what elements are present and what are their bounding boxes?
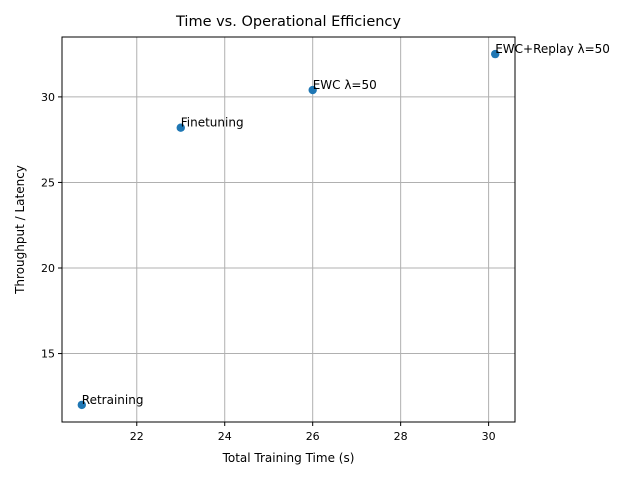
gridlines — [62, 37, 515, 422]
plot-frame — [61, 36, 516, 423]
y-tick-label: 30 — [41, 91, 55, 104]
x-axis-label: Total Training Time (s) — [222, 451, 355, 465]
x-tick-label: 28 — [394, 430, 408, 443]
y-tick-label: 25 — [41, 176, 55, 189]
y-axis-label: Throughput / Latency — [13, 165, 27, 295]
y-axis-ticks: 15 20 25 30 — [41, 91, 62, 361]
x-tick-label: 30 — [482, 430, 496, 443]
y-tick-label: 15 — [41, 348, 55, 361]
data-points — [77, 49, 500, 410]
point-label: Finetuning — [181, 116, 244, 130]
point-annotations: Retraining Finetuning EWC λ=50 EWC+Replay λ… — [82, 42, 610, 407]
data-point — [176, 123, 185, 132]
point-label: EWC λ=50 — [313, 78, 377, 92]
data-point — [308, 85, 317, 95]
x-tick-label: 22 — [130, 430, 144, 443]
y-tick-label: 20 — [41, 262, 55, 275]
x-axis-ticks: 22 24 26 28 30 — [130, 422, 496, 443]
data-point — [77, 400, 86, 410]
data-point — [491, 49, 500, 59]
point-label: Retraining — [82, 393, 144, 407]
x-tick-label: 26 — [306, 430, 320, 443]
chart-title: Time vs. Operational Efficiency — [175, 14, 401, 30]
x-tick-label: 24 — [218, 430, 232, 443]
point-label: EWC+Replay λ=50 — [495, 42, 610, 56]
